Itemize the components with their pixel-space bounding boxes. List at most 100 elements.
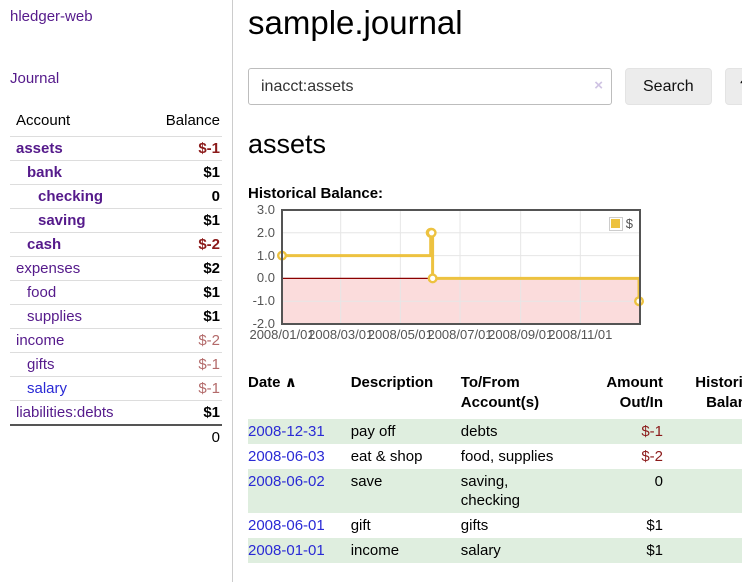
chart-x-tick-label: 2008/09/01 (488, 327, 554, 342)
transaction-balance: $-1 (663, 419, 742, 444)
transaction-date-link[interactable]: 2008-06-03 (248, 448, 325, 465)
chart-x-tick-label: 2008/05/01 (367, 327, 433, 342)
transaction-balance: $2 (663, 469, 742, 513)
account-balance: $-1 (198, 380, 220, 397)
clear-search-icon[interactable]: × (594, 77, 603, 94)
chart-x-tick-label: 2008/01/01 (249, 327, 315, 342)
account-link-salary[interactable]: salary (27, 380, 68, 397)
transaction-amount: $-2 (641, 448, 663, 465)
account-balance: $-2 (198, 236, 220, 253)
transaction-accounts: salary (460, 542, 501, 559)
register-header-row: Date ∧ Description To/From Account(s) Am… (248, 370, 742, 419)
transaction-amount: $-1 (641, 423, 663, 440)
register-header-balance[interactable]: Historical Balance (695, 374, 742, 411)
accounts-header-balance: Balance (165, 112, 220, 129)
transaction-description: save (350, 473, 383, 490)
main-content: sample.journal × Search ? assets Histori… (233, 0, 742, 582)
register-row: 2008-06-01 gift gifts $1 $2 (248, 513, 742, 538)
register-header-description[interactable]: Description (350, 374, 434, 391)
account-link-bank[interactable]: bank (27, 164, 63, 181)
account-row-assets: assets $-1 (10, 136, 222, 161)
account-row-supplies: supplies $1 (10, 304, 222, 329)
legend-color-swatch (608, 216, 623, 231)
register-row: 2008-01-01 income salary $1 $1 (248, 538, 742, 563)
transaction-date-link[interactable]: 2008-06-02 (248, 473, 325, 490)
account-balance: $1 (203, 212, 220, 229)
account-link-saving[interactable]: saving (38, 212, 86, 229)
transaction-accounts: debts (460, 423, 498, 440)
legend-color-fill (611, 219, 621, 228)
account-row-salary: salary $-1 (10, 376, 222, 401)
account-row-bank: bank $1 (10, 160, 222, 185)
register-table: Date ∧ Description To/From Account(s) Am… (248, 370, 742, 563)
accounts-table: Account Balance assets $-1 bank $1 check… (10, 109, 222, 449)
transaction-accounts: food, supplies (460, 448, 554, 465)
transaction-description: income (350, 542, 400, 559)
chart-y-tick-label: 0.0 (256, 270, 275, 286)
account-link-supplies[interactable]: supplies (27, 308, 83, 325)
account-link-food[interactable]: food (27, 284, 57, 301)
balance-chart: 3.0 2.0 1.0 0.0 -1.0 -2.0 2008/01/01 2008/03/01… (248, 202, 742, 350)
register-header-to-from[interactable]: To/From Account(s) (460, 374, 540, 411)
account-link-assets[interactable]: assets (16, 140, 63, 157)
chart-x-tick-label: 2008/03/01 (308, 327, 374, 342)
chart-legend: $ (606, 215, 635, 232)
chart-title: Historical Balance: (248, 185, 384, 202)
account-row-cash: cash $-2 (10, 232, 222, 257)
transaction-date-link[interactable]: 2008-06-01 (248, 517, 325, 534)
legend-label: $ (625, 216, 633, 231)
account-balance: $1 (203, 284, 220, 301)
chart-x-tick-label: 2008/11/01 (548, 327, 613, 342)
transaction-date-link[interactable]: 2008-01-01 (248, 542, 325, 559)
transaction-description: pay off (350, 423, 396, 440)
account-balance: $-1 (198, 140, 220, 157)
accounts-total: 0 (211, 429, 220, 446)
account-heading: assets (248, 129, 327, 159)
account-balance: 0 (211, 188, 220, 205)
chart-x-tick-label: 2008/07/01 (427, 327, 493, 342)
account-row-income: income $-2 (10, 328, 222, 353)
brand-link[interactable]: hledger-web (10, 8, 93, 25)
register-row: 2008-12-31 pay off debts $-1 $-1 (248, 419, 742, 444)
account-link-cash[interactable]: cash (27, 236, 62, 253)
transaction-accounts: gifts (460, 517, 489, 534)
chart-y-tick-label: 3.0 (256, 202, 275, 217)
account-link-income[interactable]: income (16, 332, 65, 349)
search-form: × Search ? (248, 68, 742, 105)
sidebar: hledger-web Journal Account Balance asse… (0, 0, 233, 582)
search-button[interactable]: Search (625, 68, 712, 105)
account-row-expenses: expenses $2 (10, 256, 222, 281)
transaction-balance: $1 (663, 538, 742, 563)
transaction-description: gift (350, 517, 371, 534)
chart-y-tick-label: -1.0 (252, 293, 275, 309)
sidebar-item-journal[interactable]: Journal (10, 70, 60, 87)
account-balance: $1 (203, 308, 220, 325)
account-balance: $-1 (198, 356, 220, 373)
chart-y-tick-label: 1.0 (256, 247, 275, 263)
register-row: 2008-06-03 eat & shop food, supplies $-2… (248, 444, 742, 469)
account-balance: $1 (203, 164, 220, 181)
account-link-gifts[interactable]: gifts (27, 356, 55, 373)
chart-canvas (277, 209, 645, 325)
account-link-liabilities-debts[interactable]: liabilities:debts (16, 404, 114, 421)
account-balance: $2 (203, 260, 220, 277)
register-header-amount[interactable]: Amount Out/In (606, 374, 663, 411)
search-box: × (248, 68, 612, 105)
register-row: 2008-06-02 save saving, checking 0 $2 (248, 469, 742, 513)
account-link-expenses[interactable]: expenses (16, 260, 81, 277)
account-row-food: food $1 (10, 280, 222, 305)
transaction-amount: $1 (646, 517, 663, 534)
transaction-balance: $2 (663, 513, 742, 538)
chart-y-tick-label: 2.0 (256, 224, 275, 240)
accounts-header-account: Account (16, 112, 71, 129)
transaction-amount: $1 (646, 542, 663, 559)
register-header-date[interactable]: Date ∧ (248, 370, 351, 419)
account-balance: $-2 (198, 332, 220, 349)
account-row-gifts: gifts $-1 (10, 352, 222, 377)
help-button[interactable]: ? (724, 68, 742, 105)
accounts-total-row: 0 (10, 425, 222, 449)
transaction-date-link[interactable]: 2008-12-31 (248, 423, 325, 440)
account-link-checking[interactable]: checking (38, 188, 104, 205)
search-input[interactable] (248, 68, 612, 105)
